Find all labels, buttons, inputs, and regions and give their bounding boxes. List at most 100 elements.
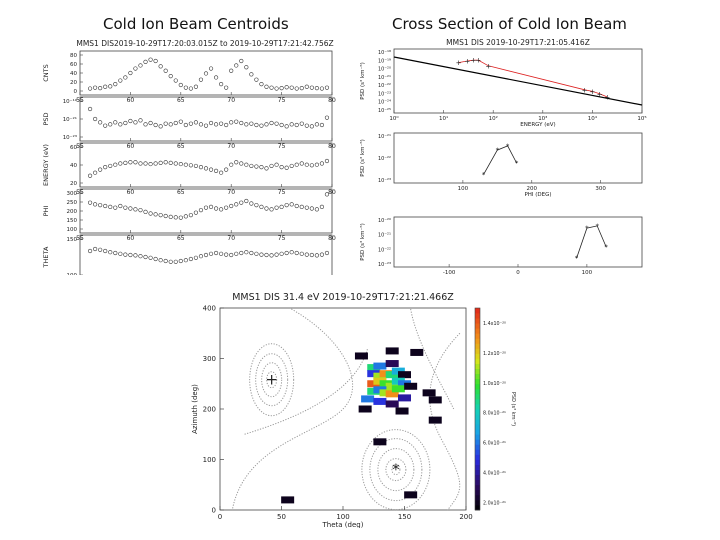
panel-ytick-label: 10⁻²¹	[378, 134, 391, 140]
scatter-point	[103, 84, 108, 89]
scatter-point	[158, 124, 163, 129]
scatter-point	[239, 120, 244, 126]
cross-section-title: MMS1 DIS 2019-10-29T17:21:05.416Z	[446, 38, 590, 47]
scatter-point	[259, 252, 264, 257]
scatter-point	[148, 120, 153, 126]
scatter-point	[198, 77, 204, 82]
heatmap-cell	[391, 385, 405, 393]
scatter-point	[193, 120, 199, 125]
scatter-point	[133, 66, 138, 71]
panel-xtick-label: 65	[177, 143, 185, 150]
scatter-point	[168, 74, 173, 79]
scatter-point	[133, 207, 138, 212]
scatter-point	[269, 207, 274, 212]
scatter-point	[244, 122, 249, 127]
scatter-point	[138, 118, 143, 123]
panel-xtick-label: 60	[127, 143, 135, 150]
panel-ytick-label: 10⁻²⁰	[378, 67, 391, 73]
scatter-point	[173, 215, 178, 220]
scatter-point	[198, 165, 204, 170]
colorbar-segment	[475, 348, 480, 354]
panel-frame	[79, 142, 333, 188]
panel-ytick-label: 10⁻²³	[378, 91, 391, 97]
scatter-point	[103, 165, 108, 170]
scatter-point	[259, 123, 264, 128]
scatter-point	[208, 120, 214, 126]
azimuth-theta-heatmap: MMS1 DIS 31.4 eV 2019-10-29T17:21:21.466…	[191, 292, 516, 528]
scatter-point	[249, 163, 254, 169]
panel-ytick-label: 10⁻²²	[378, 83, 391, 89]
scatter-point	[249, 250, 254, 256]
colorbar-segment	[475, 449, 480, 455]
scatter-point	[309, 163, 314, 168]
heatmap-title: MMS1 DIS 31.4 eV 2019-10-29T17:21:21.466…	[232, 292, 454, 303]
scatter-point	[304, 162, 309, 167]
psd-red-point: +	[485, 62, 491, 70]
panel-ytick-label: 10⁻²²	[378, 156, 391, 162]
scatter-point	[274, 86, 279, 91]
scatter-point	[304, 123, 309, 128]
cross-section-point: *	[575, 255, 579, 263]
scatter-point	[143, 254, 148, 260]
panel-ylabel: PSD (s³ km⁻⁶)	[359, 139, 366, 177]
heatmap-cell	[281, 496, 295, 504]
scatter-point	[279, 86, 284, 91]
scatter-point	[123, 75, 128, 80]
scatter-point	[188, 213, 193, 218]
scatter-point	[87, 173, 93, 178]
panel-ylabel: PSD (s³ km⁻⁶)	[359, 62, 366, 100]
colorbar-segment	[475, 368, 480, 375]
cross-section-point: *	[604, 244, 608, 252]
scatter-point	[173, 161, 178, 166]
scatter-point	[178, 215, 183, 220]
colorbar-tick-label: 4.0x10⁻²¹	[483, 471, 506, 477]
colorbar-segment	[475, 378, 480, 385]
scatter-point	[143, 161, 148, 166]
scatter-point	[324, 250, 330, 256]
scatter-point	[269, 120, 274, 126]
heatmap-ytick-label: 400	[203, 305, 216, 313]
scatter-point	[324, 158, 330, 164]
panel-frame	[79, 96, 333, 142]
colorbar-segment	[475, 398, 480, 405]
star-marker: *	[392, 461, 400, 479]
scatter-point	[128, 252, 133, 258]
panel-ytick-label: 250	[67, 200, 78, 206]
panel-xtick-label: 200	[527, 186, 538, 192]
scatter-point	[309, 124, 314, 129]
scatter-point	[193, 163, 199, 169]
colorbar-segment	[475, 323, 480, 329]
scatter-point	[98, 247, 103, 252]
scatter-point	[324, 115, 330, 120]
panel-ytick-label: 10⁻¹⁹	[378, 58, 391, 64]
scatter-point	[304, 252, 309, 257]
scatter-point	[108, 122, 113, 127]
panel-xtick-label: 100	[458, 186, 469, 192]
scatter-point	[183, 214, 188, 219]
heatmap-cell	[385, 347, 399, 355]
scatter-point	[254, 77, 259, 82]
scatter-point	[254, 251, 259, 256]
scatter-point	[87, 248, 93, 254]
colorbar-segment	[475, 439, 480, 445]
colorbar-segment	[475, 308, 480, 314]
panel-xtick-label: 10¹	[439, 115, 448, 122]
panel-xtick-label: 10²	[489, 115, 498, 122]
panel-ytick-label: 60	[70, 62, 77, 68]
heatmap-xtick-label: 150	[398, 513, 411, 521]
panel-ytick-label: 10⁻²³	[378, 262, 391, 268]
panel-xlabel: PHI (DEG)	[524, 192, 551, 198]
panel-xtick-label: 70	[227, 189, 235, 196]
panel-xtick-label: 75	[278, 143, 286, 150]
panel-xtick-label: 65	[177, 235, 185, 242]
scatter-point	[274, 121, 279, 126]
scatter-point	[173, 120, 178, 126]
psd-red-series	[458, 59, 608, 98]
panel-xtick-label: 65	[177, 189, 185, 196]
scatter-point	[259, 165, 264, 170]
colorbar-segment	[475, 499, 480, 506]
contour-line	[377, 448, 415, 492]
panel-xtick-label: 60	[127, 235, 135, 242]
cross-section-point: *	[482, 171, 486, 179]
panel-ytick-label: 20	[70, 181, 77, 187]
